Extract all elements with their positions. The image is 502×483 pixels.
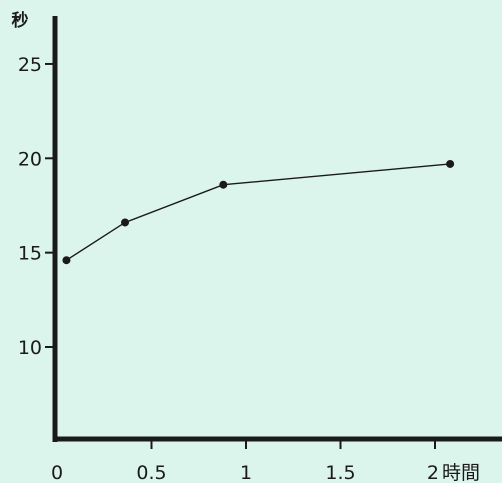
x-tick-label: 2 (427, 462, 439, 483)
y-tick-label: 25 (18, 54, 42, 76)
data-point (62, 256, 71, 265)
x-tick-label: 0.5 (136, 462, 166, 483)
x-tick-label: 1.5 (325, 462, 355, 483)
y-axis-ticks: 10 15 20 25 (18, 54, 55, 359)
data-point (446, 159, 455, 168)
y-tick-label: 20 (18, 148, 42, 170)
x-axis-label: 時間 (442, 462, 480, 483)
series-layer (62, 159, 455, 265)
y-tick-label: 15 (18, 243, 42, 265)
x-tick-label: 0 (51, 462, 63, 483)
x-tick-label: 1 (240, 462, 252, 483)
y-tick-label: 10 (18, 337, 42, 359)
x-axis-ticks: 0 0.5 1 1.5 2 (51, 439, 439, 483)
y-axis-label: 秒 (12, 10, 29, 31)
data-point (121, 218, 130, 227)
series-line (66, 163, 451, 261)
data-point (219, 180, 228, 189)
